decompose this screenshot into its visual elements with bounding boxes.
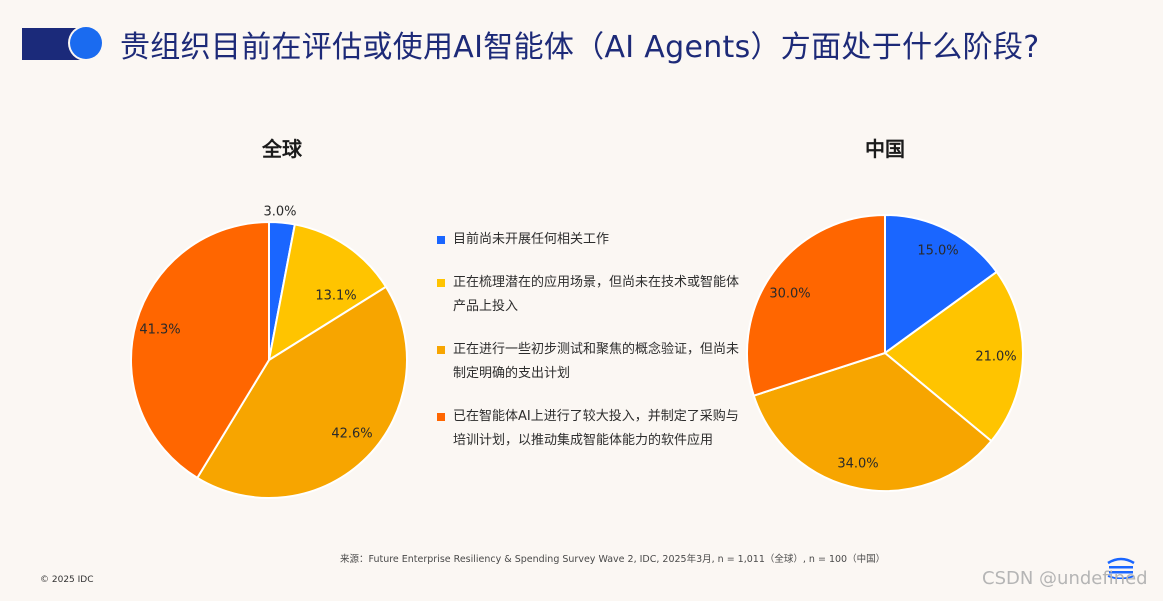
page-title: 贵组织目前在评估或使用AI智能体（AI Agents）方面处于什么阶段?	[120, 30, 1040, 65]
copyright: © 2025 IDC	[40, 575, 94, 585]
title-accent-circle	[70, 27, 102, 59]
legend-label: 已在智能体AI上进行了较大投入，并制定了采购与培训计划，以推动集成智能体能力的软…	[453, 409, 739, 448]
pie-slice	[195, 285, 408, 499]
pie-slice	[884, 213, 999, 355]
chart-title-china: 中国	[865, 137, 905, 161]
pie-data-label: 21.0%	[975, 350, 1016, 365]
pie-data-label: 30.0%	[769, 287, 810, 302]
chart-title-global: 全球	[262, 137, 302, 161]
idc-logo-icon	[1107, 557, 1135, 579]
legend-item: 目前尚未开展任何相关工作	[437, 228, 747, 252]
pie-slice	[130, 220, 270, 480]
legend-swatch	[437, 279, 445, 287]
pie-data-label: 13.1%	[315, 289, 356, 304]
legend-item: 已在智能体AI上进行了较大投入，并制定了采购与培训计划，以推动集成智能体能力的软…	[437, 405, 747, 453]
legend-label: 目前尚未开展任何相关工作	[453, 232, 610, 247]
legend-swatch	[437, 236, 445, 244]
legend-swatch	[437, 413, 445, 421]
pie-slice	[267, 223, 388, 363]
watermark: CSDN @undefined	[982, 568, 1148, 589]
header-band	[0, 0, 1163, 88]
pie-data-label: 3.0%	[263, 205, 296, 220]
pie-data-label: 42.6%	[331, 427, 372, 442]
legend: 目前尚未开展任何相关工作 正在梳理潜在的应用场景，但尚未在技术或智能体产品上投入…	[437, 228, 747, 472]
legend-label: 正在梳理潜在的应用场景，但尚未在技术或智能体产品上投入	[453, 275, 740, 314]
pie-data-label: 41.3%	[139, 323, 180, 338]
pie-data-label: 34.0%	[837, 457, 878, 472]
pie-slice	[883, 270, 1024, 443]
legend-item: 正在进行一些初步测试和聚焦的概念验证，但尚未制定明确的支出计划	[437, 338, 747, 386]
source-note: 来源：Future Enterprise Resiliency & Spendi…	[340, 554, 886, 565]
pie-data-label: 15.0%	[917, 244, 958, 259]
pie-slice	[746, 213, 886, 397]
legend-swatch	[437, 346, 445, 354]
legend-label: 正在进行一些初步测试和聚焦的概念验证，但尚未制定明确的支出计划	[453, 342, 740, 381]
pie-slice	[752, 351, 993, 492]
legend-item: 正在梳理潜在的应用场景，但尚未在技术或智能体产品上投入	[437, 271, 747, 319]
